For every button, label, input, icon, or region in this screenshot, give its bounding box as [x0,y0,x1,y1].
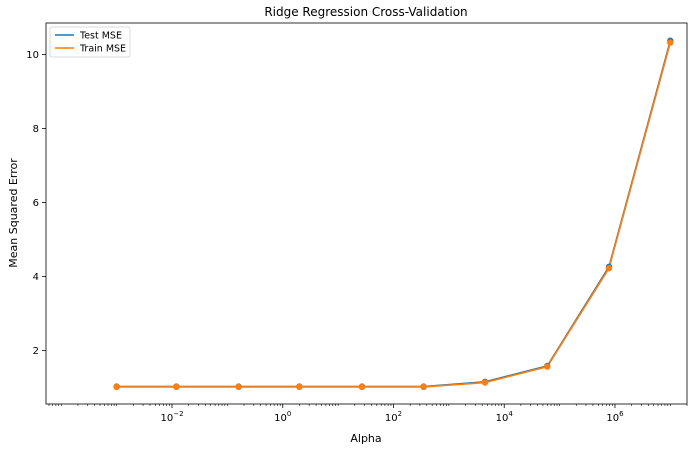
data-point-train-mse-1 [173,383,180,391]
plot-area: 10−2 100 102 104 106 2 4 6 8 10 Test MSE Train MSE [26,22,688,424]
x-tick-label-2: 102 [385,410,402,424]
y-tick-label-3: 8 [33,124,39,135]
data-point-train-mse-8 [605,265,613,272]
x-tick-label-0: 10−2 [160,410,183,424]
legend-label-test-mse: Test MSE [79,31,122,42]
data-point-train-mse-4 [358,383,366,391]
data-point-train-mse-2 [235,383,242,391]
data-point-train-mse-7 [544,363,551,370]
y-tick-label-2: 6 [33,198,39,209]
series-line-train-mse [116,42,672,388]
chart-title: Ridge Regression Cross-Validation [264,5,467,19]
data-point-train-mse-9 [667,39,674,46]
x-axis-label: Alpha [350,432,381,445]
y-axis-label: Mean Squared Error [7,158,20,268]
y-tick-label-0: 2 [33,346,39,357]
y-tick-label-1: 4 [33,272,39,283]
x-tick-label-1: 100 [274,410,291,424]
data-point-train-mse-0 [113,383,120,391]
legend-label-train-mse: Train MSE [79,44,126,55]
data-point-train-mse-3 [296,383,303,391]
axes-frame [45,22,688,405]
x-tick-label-3: 104 [496,410,514,424]
data-point-train-mse-6 [481,379,489,386]
data-point-train-mse-5 [420,383,427,391]
x-tick-label-4: 106 [606,410,624,424]
y-tick-label-4: 10 [26,50,39,61]
